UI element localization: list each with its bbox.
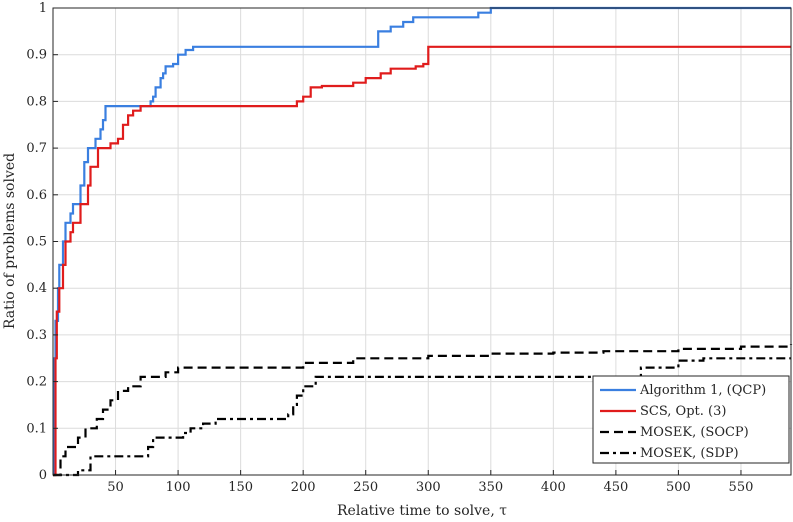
y-axis-label: Ratio of problems solved: [2, 153, 18, 329]
y-tick-label: 0.7: [26, 141, 47, 156]
x-tick-label: 550: [729, 480, 754, 495]
x-tick-label: 400: [541, 480, 566, 495]
x-tick-label: 350: [478, 480, 503, 495]
x-tick-label: 250: [353, 480, 378, 495]
x-tick-label: 150: [228, 480, 253, 495]
y-tick-label: 0.2: [26, 375, 47, 390]
y-tick-label: 0: [39, 468, 47, 483]
y-tick-label: 0.4: [26, 281, 47, 296]
y-tick-label: 0.6: [26, 188, 47, 203]
x-tick-label: 450: [603, 480, 628, 495]
ticks: 50 100 150 200 250 300 350 400 450 500 550 0 0.1 0.2 0…: [26, 1, 753, 495]
legend-label-4: MOSEK, (SDP): [640, 446, 739, 461]
y-tick-label: 0.3: [26, 328, 47, 343]
legend: Algorithm 1, (QCP) SCS, Opt. (3) MOSEK, (S…: [592, 375, 790, 464]
x-axis-label: Relative time to solve, τ: [337, 503, 507, 519]
x-tick-label: 500: [666, 480, 691, 495]
y-tick-label: 1: [39, 1, 47, 16]
y-tick-label: 0.8: [26, 94, 47, 109]
x-tick-label: 50: [107, 480, 124, 495]
legend-label-2: SCS, Opt. (3): [640, 404, 726, 419]
series-line-3: [53, 344, 793, 477]
y-tick-label: 0.9: [26, 48, 47, 63]
y-tick-label: 0.5: [26, 235, 47, 250]
y-tick-label: 0.1: [26, 421, 47, 436]
x-tick-label: 200: [291, 480, 316, 495]
x-tick-label: 300: [416, 480, 441, 495]
x-tick-label: 100: [166, 480, 191, 495]
series-line-2: [53, 45, 791, 477]
legend-label-3: MOSEK, (SOCP): [640, 425, 749, 440]
legend-label-1: Algorithm 1, (QCP): [639, 383, 766, 398]
